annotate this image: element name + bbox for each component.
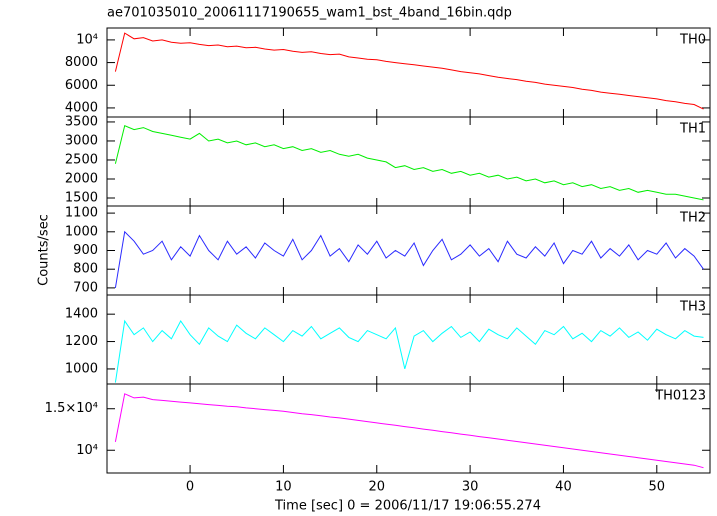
x-tick-label: 50 xyxy=(649,480,666,495)
y-tick-label: 1.5×10⁴ xyxy=(45,401,98,416)
panel-label: TH0123 xyxy=(654,389,706,404)
x-tick-label: 0 xyxy=(186,480,194,495)
y-tick-label: 6000 xyxy=(65,78,98,93)
data-line xyxy=(114,230,704,288)
data-line xyxy=(114,393,704,469)
y-tick-label: 2500 xyxy=(65,152,98,167)
data-line xyxy=(114,319,704,383)
data-line xyxy=(114,32,704,110)
panel-label: TH3 xyxy=(679,300,706,315)
x-tick-label: 30 xyxy=(462,480,479,495)
y-tick-label: 1000 xyxy=(65,361,98,376)
y-tick-label: 800 xyxy=(73,262,98,277)
data-line xyxy=(114,125,704,201)
y-tick-label: 1200 xyxy=(65,334,98,349)
panel-frame xyxy=(106,383,711,474)
y-tick-label: 3000 xyxy=(65,133,98,148)
y-tick-label: 1000 xyxy=(65,224,98,239)
y-tick-label: 4000 xyxy=(65,100,98,115)
x-tick-label: 40 xyxy=(555,480,572,495)
y-tick-label: 1400 xyxy=(65,307,98,322)
panel-frame xyxy=(106,294,711,385)
y-tick-label: 8000 xyxy=(65,55,98,70)
y-axis-label: Counts/sec xyxy=(37,214,52,286)
panel-label: TH2 xyxy=(679,211,706,226)
panel-frame xyxy=(106,27,711,118)
panel-frame xyxy=(106,116,711,207)
y-tick-label: 900 xyxy=(73,243,98,258)
y-tick-label: 1500 xyxy=(65,191,98,206)
x-tick-label: 10 xyxy=(275,480,292,495)
panel-label: TH1 xyxy=(679,122,706,137)
y-tick-label: 700 xyxy=(73,280,98,295)
y-tick-label: 1100 xyxy=(65,206,98,221)
y-tick-label: 2000 xyxy=(65,171,98,186)
chart-title: ae701035010_20061117190655_wam1_bst_4ban… xyxy=(107,6,512,21)
y-tick-label: 10⁴ xyxy=(76,32,98,47)
y-tick-label: 3500 xyxy=(65,114,98,129)
x-axis-label: Time [sec] 0 = 2006/11/17 19:06:55.274 xyxy=(274,499,541,514)
x-tick-label: 20 xyxy=(368,480,385,495)
panel-label: TH0 xyxy=(679,33,706,48)
y-tick-label: 10⁴ xyxy=(76,443,98,458)
